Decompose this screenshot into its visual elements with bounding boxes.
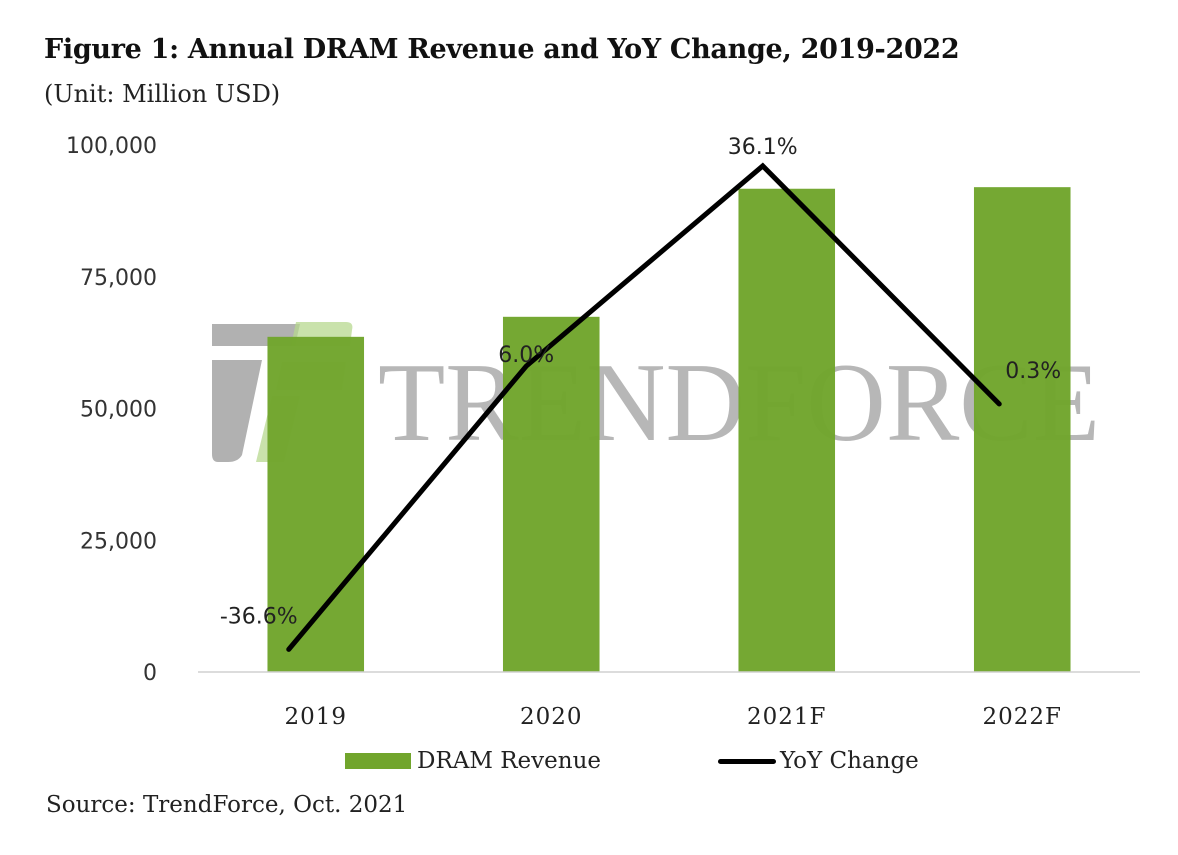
chart-subtitle: (Unit: Million USD) — [44, 80, 281, 108]
y-tick-label: 50,000 — [80, 398, 157, 423]
y-tick-label: 100,000 — [66, 134, 157, 159]
source-note: Source: TrendForce, Oct. 2021 — [46, 792, 408, 818]
y-tick-label: 25,000 — [80, 529, 157, 554]
x-tick-label: 2022F — [983, 704, 1063, 730]
x-tick-label: 2019 — [284, 704, 347, 730]
legend-item-dram-revenue: DRAM Revenue — [345, 748, 601, 774]
legend: DRAM Revenue YoY Change — [0, 748, 1178, 784]
bar-2021f — [738, 188, 836, 672]
yoy-data-label: 36.1% — [728, 135, 798, 160]
y-axis-ticks: 0 25,000 50,000 75,000 100,000 — [66, 134, 157, 686]
bar-2022f — [973, 187, 1071, 672]
legend-label: DRAM Revenue — [417, 748, 601, 774]
yoy-data-label: -36.6% — [220, 604, 298, 629]
yoy-line — [286, 162, 1002, 652]
watermark-logo-icon-gray — [212, 324, 300, 462]
y-tick-label: 0 — [143, 661, 157, 686]
legend-item-yoy-change: YoY Change — [718, 748, 919, 774]
x-axis-ticks: 2019 2020 2021F 2022F — [284, 704, 1063, 730]
legend-line-swatch-icon — [718, 758, 776, 764]
bar-2020 — [502, 316, 600, 672]
chart-title: Figure 1: Annual DRAM Revenue and YoY Ch… — [44, 34, 960, 65]
yoy-data-label: 6.0% — [498, 343, 554, 368]
y-tick-label: 75,000 — [80, 266, 157, 291]
x-tick-label: 2020 — [520, 704, 583, 730]
legend-bar-swatch-icon — [345, 753, 411, 769]
yoy-data-labels: -36.6% 6.0% 36.1% 0.3% — [220, 135, 1061, 629]
legend-label: YoY Change — [780, 748, 919, 774]
yoy-line-series — [286, 162, 1002, 652]
yoy-data-label: 0.3% — [1005, 359, 1061, 384]
x-tick-label: 2021F — [747, 704, 827, 730]
